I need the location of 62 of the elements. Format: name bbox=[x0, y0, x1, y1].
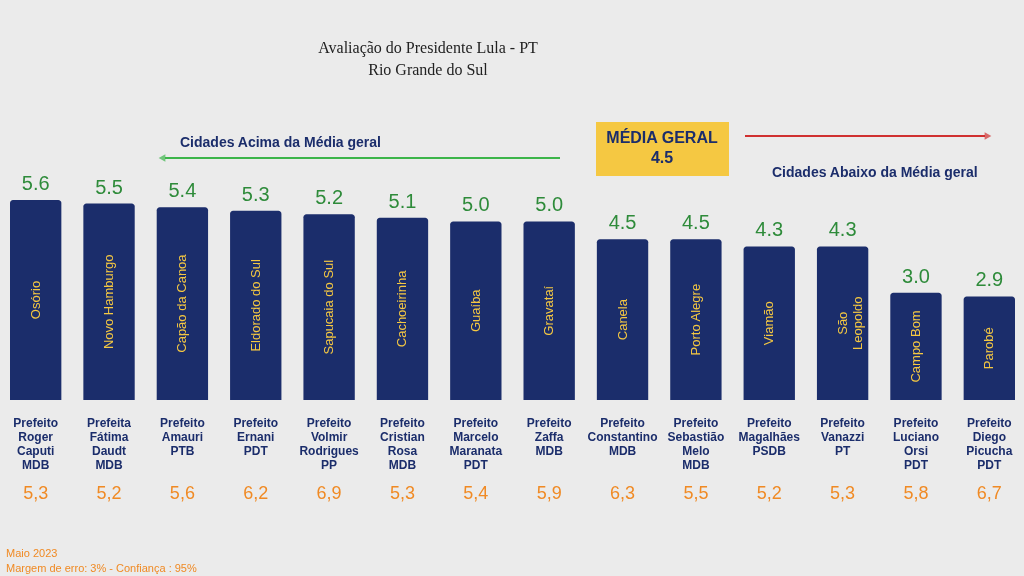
bar bbox=[670, 239, 722, 400]
data-label: 5.1 bbox=[388, 189, 417, 212]
data-label: 4.5 bbox=[608, 211, 637, 234]
text: Rio Grande do Sul bbox=[368, 61, 488, 78]
data-label: 3.0 bbox=[902, 264, 930, 287]
text: Prefeito Ernani PDT 6,2 bbox=[233, 416, 279, 503]
x-tick-label: São Leopoldo bbox=[834, 296, 865, 350]
x-tick-label: Porto Alegre bbox=[687, 283, 703, 356]
x-tick-label: Cachoeirinha bbox=[394, 269, 410, 348]
bar bbox=[890, 292, 942, 400]
data-label: 5.0 bbox=[461, 193, 490, 216]
text: Prefeito Zaffa MDB 5,9 bbox=[526, 416, 572, 503]
text: Prefeito Constantino MDB 6,3 bbox=[587, 416, 658, 503]
bar bbox=[450, 221, 502, 400]
text: Prefeito Magalhães PSDB 5,2 bbox=[738, 416, 800, 503]
x-tick-label: Canela bbox=[614, 298, 630, 341]
x-tick-label: Viamão bbox=[761, 301, 777, 346]
x-tick-label: Novo Hamburgo bbox=[101, 254, 117, 350]
data-label: 5.0 bbox=[535, 193, 564, 216]
x-tick-label: Gravataí bbox=[541, 285, 557, 336]
bar bbox=[10, 200, 62, 400]
data-label: 5.4 bbox=[168, 179, 197, 202]
text: Cidades Abaixo da Média geral bbox=[772, 164, 978, 180]
bar bbox=[816, 246, 869, 400]
text: Avaliação do Presidente Lula - PT bbox=[318, 39, 538, 56]
text: Prefeito Sebastião Melo MDB 5,5 bbox=[667, 416, 725, 503]
text: Prefeito Amauri PTB 5,6 bbox=[160, 416, 205, 503]
bar bbox=[83, 203, 135, 400]
bar bbox=[303, 214, 355, 400]
text: Prefeito Cristian Rosa MDB 5,3 bbox=[380, 416, 425, 503]
text: Prefeito Luciano Orsi PDT 5,8 bbox=[892, 416, 939, 503]
data-label: 5.3 bbox=[241, 182, 270, 205]
x-tick-label: Guaíba bbox=[467, 288, 483, 333]
x-tick-label: Osório bbox=[27, 280, 43, 320]
x-tick-label: Sapucaia do Sul bbox=[321, 259, 337, 355]
bar bbox=[743, 246, 795, 400]
text: Prefeito Vanazzi PT 5,3 bbox=[820, 416, 865, 503]
text: Cidades Acima da Média geral bbox=[180, 134, 381, 150]
bar bbox=[156, 207, 209, 400]
data-label: 4.3 bbox=[828, 218, 857, 241]
data-label: 2.9 bbox=[975, 268, 1004, 291]
data-label: 4.5 bbox=[681, 211, 710, 234]
text: Prefeito Volmir Rodrigues PP 6,9 bbox=[299, 416, 359, 503]
data-label: 5.6 bbox=[21, 172, 50, 194]
bar bbox=[523, 221, 575, 400]
data-label: 5.2 bbox=[315, 186, 344, 209]
bar bbox=[376, 217, 429, 400]
text: MÉDIA GERAL 4.5 bbox=[606, 128, 718, 166]
data-label: 5.5 bbox=[95, 175, 123, 198]
x-tick-label: Capão da Canoa bbox=[174, 253, 190, 353]
data-label: 4.3 bbox=[755, 218, 784, 241]
bar bbox=[230, 210, 282, 400]
x-tick-label: Eldorado do Sul bbox=[247, 258, 263, 352]
text: Prefeito Marcelo Maranata PDT 5,4 bbox=[449, 416, 503, 503]
text: Maio 2023 Margem de erro: 3% - Confiança : 95% bbox=[6, 547, 197, 574]
text: Prefeita Fátima Daudt MDB 5,2 bbox=[87, 416, 132, 503]
text: Prefeito Roger Caputi MDB 5,3 bbox=[13, 416, 59, 503]
text: Prefeito Diego Picucha PDT 6,7 bbox=[966, 416, 1013, 503]
x-tick-label: Campo Bom bbox=[907, 310, 923, 383]
bar bbox=[596, 239, 649, 400]
x-tick-label: Parobé bbox=[981, 327, 997, 370]
bar bbox=[963, 296, 1015, 400]
